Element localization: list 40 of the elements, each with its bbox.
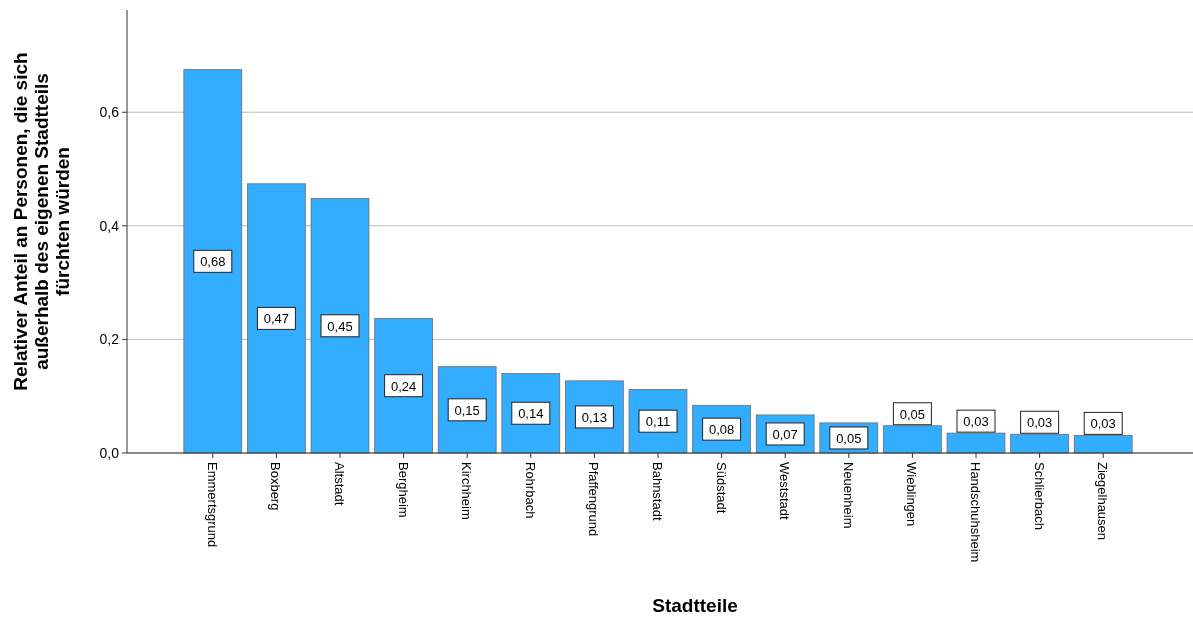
y-axis-title: Relativer Anteil an Personen, die sich außerhalb des eigenen Stadtteils fürchten würden xyxy=(10,52,73,391)
data-label: 0,03 xyxy=(963,414,989,430)
bar xyxy=(310,198,370,454)
y-tick-label: 0,0 xyxy=(99,445,120,461)
y-tick-label: 0,2 xyxy=(99,331,120,348)
data-label: 0,03 xyxy=(1026,415,1053,431)
x-tick-label: Kirchheim xyxy=(459,462,475,520)
x-tick-label: Wieblingen xyxy=(904,462,920,527)
data-label: 0,47 xyxy=(263,311,290,327)
data-label: 0,15 xyxy=(454,402,480,418)
data-label: 0,05 xyxy=(899,406,926,422)
x-tick-label: Handschuhsheim xyxy=(968,462,983,563)
x-tick-label: Boxberg xyxy=(268,462,284,511)
x-tick-label: Schlierbach xyxy=(1031,462,1047,530)
x-tick-label: Ziegelhausen xyxy=(1095,462,1111,541)
x-tick-label: Altstadt xyxy=(332,462,347,506)
y-tick-label: 0,4 xyxy=(99,217,120,234)
x-tick-label: Weststadt xyxy=(777,462,793,520)
data-label: 0,05 xyxy=(836,430,862,446)
x-tick-label: Südstadt xyxy=(713,462,729,514)
x-tick-label: Pfaffengrund xyxy=(586,462,602,537)
data-label: 0,03 xyxy=(1090,416,1116,432)
data-label: 0,11 xyxy=(645,414,671,430)
y-tick-label: 0,6 xyxy=(99,104,120,121)
bar xyxy=(247,183,306,454)
data-label: 0,24 xyxy=(390,378,417,394)
x-tick-label: Bergheim xyxy=(395,462,411,518)
x-tick-label: Emmertsgrund xyxy=(204,462,220,548)
x-tick-label: Rohrbach xyxy=(522,462,538,519)
bar xyxy=(374,318,433,454)
data-label: 0,68 xyxy=(200,254,226,270)
x-tick-label: Bahnstadt xyxy=(650,462,665,521)
data-label: 0,14 xyxy=(518,406,544,422)
x-axis-title: Stadtteile xyxy=(652,595,738,616)
data-label: 0,08 xyxy=(708,422,735,438)
x-tick-label: Neuenheim xyxy=(840,462,856,529)
data-label: 0,07 xyxy=(772,426,798,442)
data-label: 0,45 xyxy=(327,318,353,334)
bar xyxy=(183,69,243,454)
data-label: 0,13 xyxy=(581,409,608,425)
